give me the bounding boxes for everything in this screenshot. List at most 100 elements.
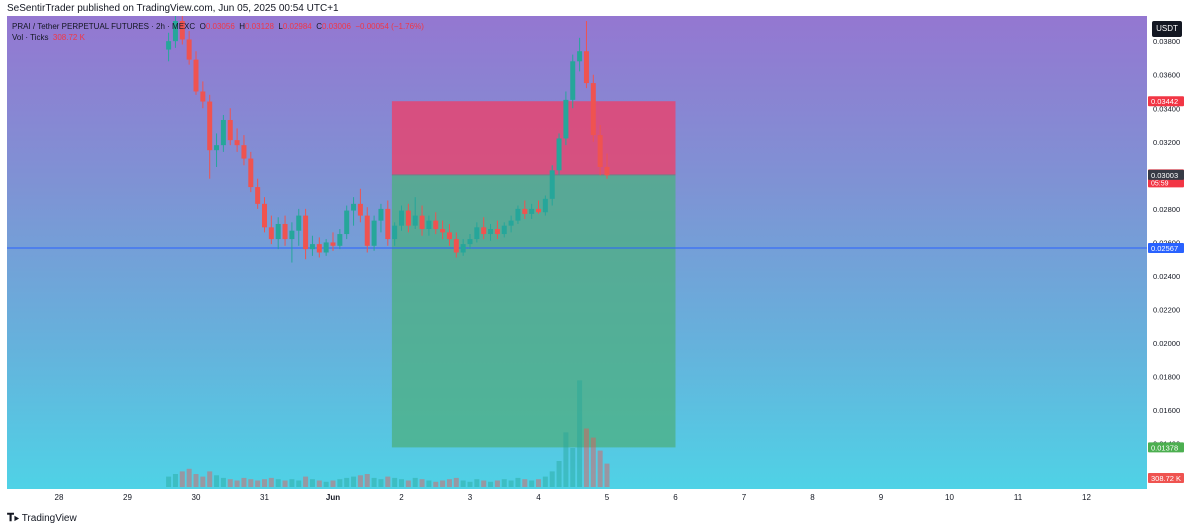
time-tick-label: 12 (1082, 493, 1091, 502)
price-axis[interactable]: 0.038000.036000.034000.032000.030000.028… (1147, 16, 1193, 489)
price-label: 0.01378 (1151, 443, 1178, 452)
volume-bar (282, 480, 288, 487)
candle-body (405, 210, 411, 226)
volume-bar (426, 480, 432, 487)
chart-pane[interactable] (7, 16, 1147, 489)
volume-bar (604, 463, 610, 487)
candle-body (289, 230, 295, 240)
time-tick-label: 11 (1014, 493, 1023, 502)
volume-bar (351, 476, 357, 487)
price-tick-label: 0.03400 (1153, 104, 1180, 113)
volume-bar (275, 479, 281, 487)
low-value: 0.02984 (282, 22, 312, 31)
volume-bar (556, 461, 562, 487)
candle-body (172, 21, 178, 42)
time-axis[interactable]: 28293031Jun2345678910111213 (7, 489, 1147, 505)
candle-body (419, 215, 425, 230)
candle-body (440, 229, 446, 233)
candle-body (303, 215, 309, 250)
volume-bar (268, 477, 274, 487)
candle-body (323, 242, 329, 253)
volume-label-badge (1148, 473, 1184, 483)
volume-bar (357, 475, 363, 487)
candle-body (316, 244, 322, 253)
time-tick-label: 10 (945, 493, 954, 502)
high-label: H (239, 22, 245, 31)
price-axis-labels: 0.038000.036000.034000.032000.030000.028… (1148, 37, 1184, 483)
candle-body (296, 215, 302, 231)
time-tick-label: 28 (55, 493, 64, 502)
volume-bar (542, 476, 548, 487)
time-tick-label: 2 (399, 493, 404, 502)
close-label: C (316, 22, 322, 31)
volume-bar (446, 479, 452, 487)
candle-body (549, 170, 555, 199)
high-value: 0.03128 (245, 22, 274, 31)
volume-bar (303, 476, 309, 487)
candle-body (542, 198, 548, 213)
candle-body (186, 39, 192, 60)
price-chart[interactable] (7, 16, 1147, 489)
volume-bar (166, 476, 172, 487)
candle-body (282, 223, 288, 240)
currency-label: USDT (1156, 24, 1178, 33)
volume-bar (344, 477, 350, 487)
tradingview-logo[interactable]: 𝐓▸ TradingView (7, 512, 77, 525)
volume-bar (597, 450, 603, 487)
candle-body (583, 51, 589, 84)
candle-body (166, 41, 172, 50)
candle-body (446, 232, 452, 240)
tradingview-logo-text: TradingView (21, 513, 77, 524)
candle-body (364, 215, 370, 246)
candle-body (220, 119, 226, 146)
candle-body (522, 208, 528, 214)
price-label-badge (1148, 96, 1184, 107)
price-label-badge (1148, 442, 1184, 453)
volume-bar (179, 471, 185, 487)
price-label-badge (1148, 169, 1184, 180)
open-label: O (199, 22, 206, 31)
candle-body (570, 61, 576, 100)
candle-body (577, 51, 583, 62)
volume-bar (227, 479, 233, 487)
volume-bar (440, 480, 446, 487)
time-axis-labels: 28293031Jun2345678910111213 (55, 493, 1092, 502)
volume-bar (241, 477, 247, 487)
volume-label: Vol · Ticks (12, 33, 49, 42)
volume-bar (392, 477, 398, 487)
candle-body (309, 244, 315, 250)
candle-body (262, 203, 267, 228)
candle-body (207, 101, 213, 151)
volume-bar (309, 479, 315, 487)
low-label: L (278, 22, 283, 31)
candle-body (268, 227, 274, 240)
candle-body (351, 203, 357, 211)
volume-bar (399, 479, 404, 487)
currency-badge[interactable]: USDT (1152, 21, 1182, 37)
volume-bar (186, 468, 192, 487)
volume-bar (200, 476, 206, 487)
volume-bar (214, 475, 220, 487)
symbol-legend: PRAI / Tether PERPETUAL FUTURES · 2h · M… (12, 22, 424, 31)
volume-bar (563, 432, 569, 487)
candle-body (481, 227, 487, 235)
volume-bar (590, 437, 596, 487)
volume-bar (529, 480, 535, 487)
price-tick-label: 0.03200 (1153, 138, 1180, 147)
volume-bar (234, 480, 240, 487)
tradingview-logo-icon: 𝐓▸ (7, 512, 20, 524)
volume-bar (508, 480, 514, 487)
time-tick-label: 4 (536, 493, 541, 502)
candle-body (426, 220, 432, 230)
volume-bar (419, 479, 425, 487)
candle-body (460, 244, 466, 253)
volume-bar (583, 428, 589, 487)
volume-bar (412, 477, 418, 487)
change-value: −0.00054 (−1.76%) (355, 22, 424, 31)
volume-bar (364, 474, 370, 487)
volume-bar (494, 480, 500, 487)
candle-body (255, 187, 261, 204)
candle-body (357, 203, 363, 216)
volume-legend: Vol · Ticks 308.72 K (12, 33, 85, 42)
time-tick-label: 9 (879, 493, 884, 502)
